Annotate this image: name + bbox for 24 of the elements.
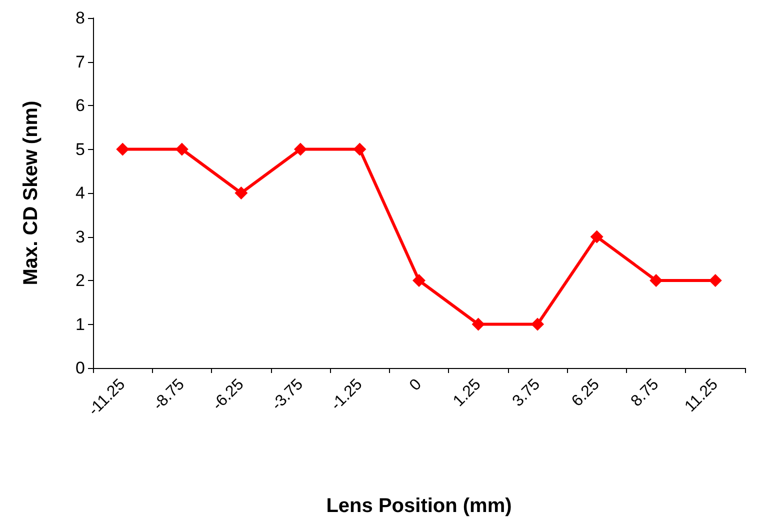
y-tick-label: 3 (76, 227, 85, 246)
x-axis-title: Lens Position (mm) (326, 495, 512, 517)
point (531, 318, 544, 331)
point (175, 142, 188, 156)
y-tick-label: 8 (76, 8, 85, 28)
x-tick-label: 0 (406, 376, 426, 394)
point (294, 142, 307, 156)
y-tick-label: 0 (76, 358, 85, 378)
point (472, 318, 485, 331)
point (116, 142, 130, 156)
point (590, 230, 604, 244)
point (708, 274, 722, 287)
y-tick-label: 5 (76, 140, 85, 159)
y-tick-label: 7 (76, 52, 85, 72)
x-tick-label: 6.25 (568, 376, 603, 410)
point (650, 274, 663, 287)
point (412, 274, 426, 287)
point (234, 186, 248, 200)
y-tick-label: 2 (76, 271, 85, 290)
y-tick-label: 6 (76, 96, 85, 115)
y-tick-label: 1 (76, 314, 85, 334)
y-tick-label: 4 (76, 184, 85, 202)
y-axis-title: Max. CD Skew (nm) (20, 100, 42, 286)
point (353, 142, 366, 156)
